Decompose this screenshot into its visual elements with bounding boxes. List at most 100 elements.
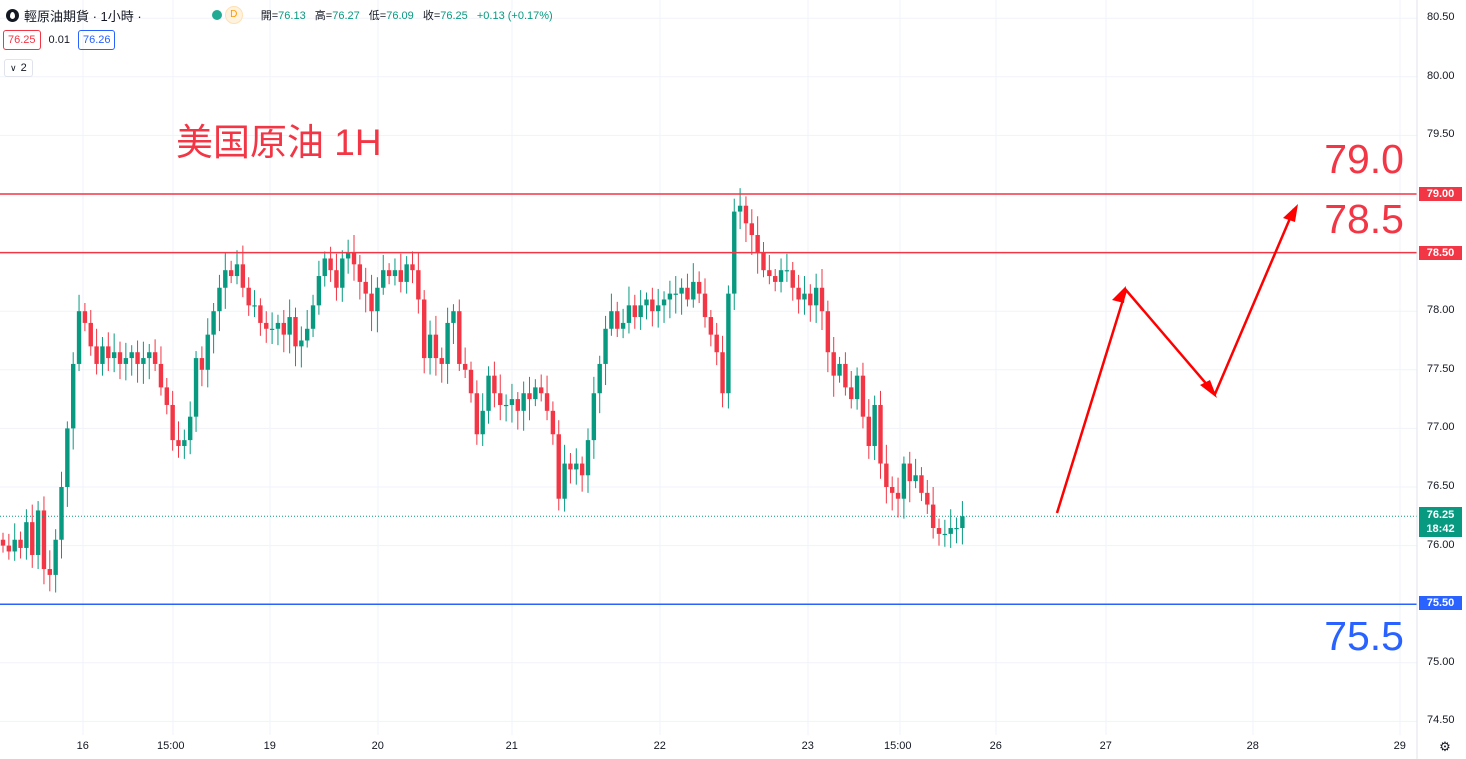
candle-body <box>696 281 702 294</box>
symbol-title[interactable]: 輕原油期貨 · 1小時 · <box>24 8 142 24</box>
ohlc-readout: 開=76.13 高=76.27 低=76.09 收=76.25 +0.13 (+… <box>261 7 559 23</box>
buy-button[interactable]: 76.26 <box>77 30 116 50</box>
candle-body <box>468 369 474 394</box>
candle-body <box>661 299 667 306</box>
gear-icon[interactable]: ⚙ <box>1439 739 1451 754</box>
candle-body <box>919 475 924 493</box>
candle-body <box>585 440 591 476</box>
candle-body <box>474 393 480 435</box>
candle-body <box>410 264 415 271</box>
price-axis-label: 80.00 <box>1427 69 1455 82</box>
time-axis-label: 23 <box>801 740 814 752</box>
candle-body <box>650 299 655 312</box>
candle-body <box>773 276 778 282</box>
candle-body <box>503 404 509 407</box>
candle-body <box>486 375 491 411</box>
time-axis-label: 29 <box>1393 740 1406 752</box>
price-tag-7550[interactable]: 75.50 <box>1419 596 1462 610</box>
chevron-down-icon: ∨ <box>10 62 17 73</box>
candle-body <box>141 358 146 364</box>
price-tag-7900[interactable]: 79.00 <box>1419 187 1462 201</box>
candle-body <box>258 305 263 323</box>
candle-body <box>831 352 836 376</box>
indicators-toggle[interactable]: ∨ 2 <box>4 59 33 77</box>
candle-body <box>615 311 620 329</box>
sell-button[interactable]: 76.25 <box>3 30 41 50</box>
price-tag-7850[interactable]: 78.50 <box>1419 246 1462 260</box>
close-label: 收= <box>422 10 441 22</box>
candle-body <box>550 410 556 435</box>
candle-body <box>942 533 948 536</box>
candle-body <box>35 510 41 555</box>
candle-body <box>59 487 64 540</box>
candle-body <box>170 404 175 441</box>
candle-body <box>211 311 216 335</box>
candle-body <box>240 264 246 288</box>
candle-body <box>223 270 228 288</box>
candle-body <box>6 545 12 552</box>
candle-body <box>568 463 573 470</box>
candle-body <box>767 270 772 277</box>
candle-body <box>135 352 140 364</box>
candle-body <box>457 311 462 364</box>
candle-body <box>351 252 357 265</box>
low-value: 76.09 <box>386 10 414 22</box>
label-79: 79.0 <box>1324 136 1404 182</box>
candle-body <box>509 399 515 405</box>
candle-body <box>890 487 895 493</box>
candle-body <box>164 387 169 405</box>
candle-body <box>609 311 614 329</box>
candle-body <box>404 264 409 282</box>
candle-body <box>778 270 784 282</box>
candle-body <box>784 270 790 272</box>
candle-body <box>0 539 6 546</box>
candle-body <box>316 276 322 306</box>
candle-body <box>363 281 368 294</box>
candle-body <box>808 293 813 306</box>
candle-body <box>819 287 825 312</box>
candle-body <box>88 322 93 347</box>
candle-body <box>743 205 749 224</box>
candle-body <box>94 346 99 364</box>
candle-body <box>872 404 877 446</box>
price-axis-label: 76.00 <box>1427 538 1455 551</box>
label-785: 78.5 <box>1324 196 1404 242</box>
time-axis-label: 16 <box>76 740 89 752</box>
candle-body <box>18 539 23 548</box>
time-axis-label: 15:00 <box>157 740 185 752</box>
candle-body <box>597 363 602 394</box>
bar-countdown: 18:42 <box>1426 523 1455 535</box>
candle-body <box>275 322 281 329</box>
horizontal-levels[interactable] <box>0 193 1417 605</box>
candle-body <box>234 264 240 277</box>
candle-body <box>299 340 304 347</box>
candle-body <box>217 287 222 312</box>
candle-body <box>913 475 918 482</box>
candle-body <box>480 410 485 435</box>
candle-body <box>53 539 58 575</box>
candle-body <box>954 528 959 530</box>
candle-body <box>925 492 930 505</box>
candle-body <box>907 463 912 482</box>
candle-body <box>228 270 234 277</box>
candle-body <box>328 258 333 271</box>
candle-body <box>626 305 632 323</box>
price-axis-label: 79.50 <box>1427 128 1455 141</box>
open-label: 開= <box>260 10 279 22</box>
candle-body <box>334 270 339 288</box>
candle-body <box>439 358 444 364</box>
candle-body <box>422 299 427 359</box>
market-open-icon <box>211 10 222 20</box>
candle-body <box>936 528 942 534</box>
trade-buttons: 76.25 0.01 76.26 <box>3 30 116 50</box>
high-label: 高= <box>314 10 333 22</box>
spread-value: 0.01 <box>48 34 70 46</box>
candle-body <box>813 287 819 306</box>
candle-body <box>71 363 76 429</box>
candle-body <box>591 393 597 441</box>
candle-body <box>398 270 403 282</box>
candle-body <box>521 393 526 411</box>
candle-body <box>562 463 567 499</box>
delayed-data-badge[interactable]: D <box>224 6 243 24</box>
